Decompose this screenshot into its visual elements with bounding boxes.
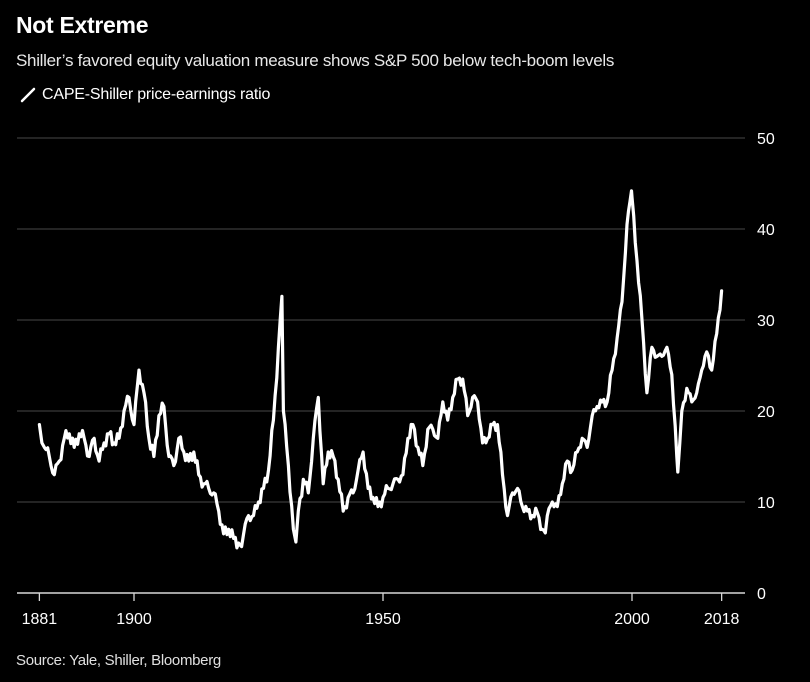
legend-line-icon (20, 87, 36, 103)
x-tick-label: 2018 (704, 611, 740, 628)
x-tick-label: 1950 (365, 611, 401, 628)
x-tick-label: 2000 (614, 611, 650, 628)
chart-title: Not Extreme (16, 12, 149, 38)
y-tick-label: 10 (757, 495, 775, 512)
legend: CAPE-Shiller price-earnings ratio (20, 86, 270, 104)
x-tick-label: 1900 (116, 611, 152, 628)
y-tick-label: 50 (757, 131, 775, 148)
y-tick-label: 20 (757, 404, 775, 421)
source-note: Source: Yale, Shiller, Bloomberg (16, 652, 221, 669)
y-tick-label: 40 (757, 222, 775, 239)
legend-label: CAPE-Shiller price-earnings ratio (42, 86, 271, 103)
chart-subtitle: Shiller’s favored equity valuation measu… (16, 51, 615, 70)
x-tick-label: 1881 (22, 611, 58, 628)
y-tick-label: 0 (757, 586, 766, 603)
series-line-cape (37, 189, 724, 550)
y-tick-label: 30 (757, 313, 775, 330)
